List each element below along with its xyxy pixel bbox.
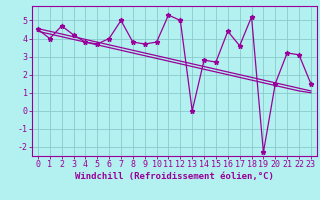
X-axis label: Windchill (Refroidissement éolien,°C): Windchill (Refroidissement éolien,°C): [75, 172, 274, 181]
